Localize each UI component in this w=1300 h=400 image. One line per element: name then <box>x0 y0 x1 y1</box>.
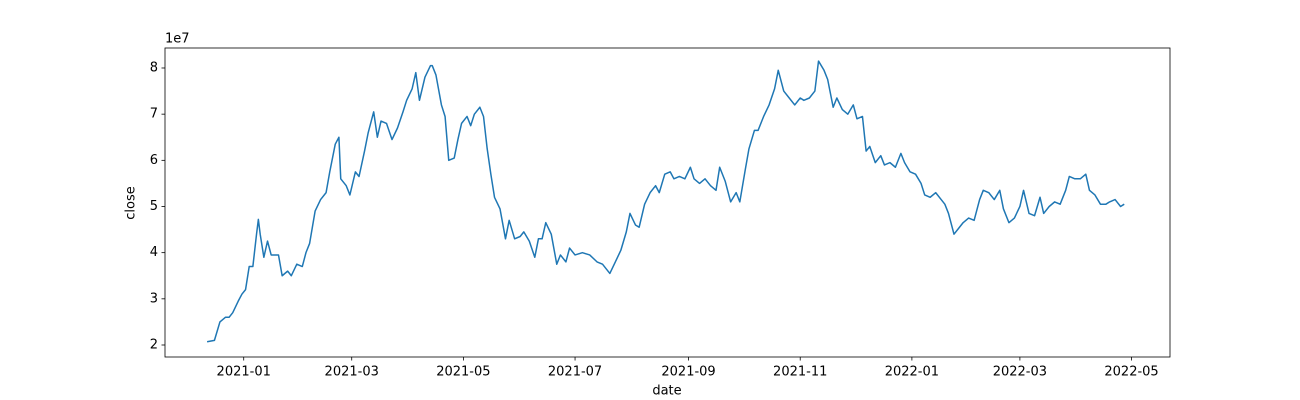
x-axis-label: date <box>652 384 681 399</box>
price-line <box>206 60 1125 343</box>
y-axis-label: close <box>124 186 139 219</box>
x-tick-label: 2021-11 <box>773 365 827 380</box>
x-tick-label: 2021-01 <box>217 365 271 380</box>
y-offset-label: 1e7 <box>165 32 190 47</box>
x-tick-label: 2021-07 <box>548 365 602 380</box>
x-tick-label: 2021-09 <box>661 365 715 380</box>
y-tick-label: 5 <box>150 199 158 214</box>
x-tick-label: 2021-05 <box>436 365 490 380</box>
y-tick-label: 3 <box>150 291 158 306</box>
x-tick-label: 2021-03 <box>325 365 379 380</box>
x-tick-label: 2022-05 <box>1104 365 1158 380</box>
y-tick-label: 7 <box>150 107 158 122</box>
y-tick-label: 8 <box>150 60 158 75</box>
x-tick-label: 2022-03 <box>993 365 1047 380</box>
x-tick-label: 2022-01 <box>885 365 939 380</box>
y-tick-label: 6 <box>150 153 158 168</box>
y-tick-label: 2 <box>150 337 158 352</box>
plot-frame <box>164 47 1171 358</box>
y-tick-label: 4 <box>150 245 158 260</box>
